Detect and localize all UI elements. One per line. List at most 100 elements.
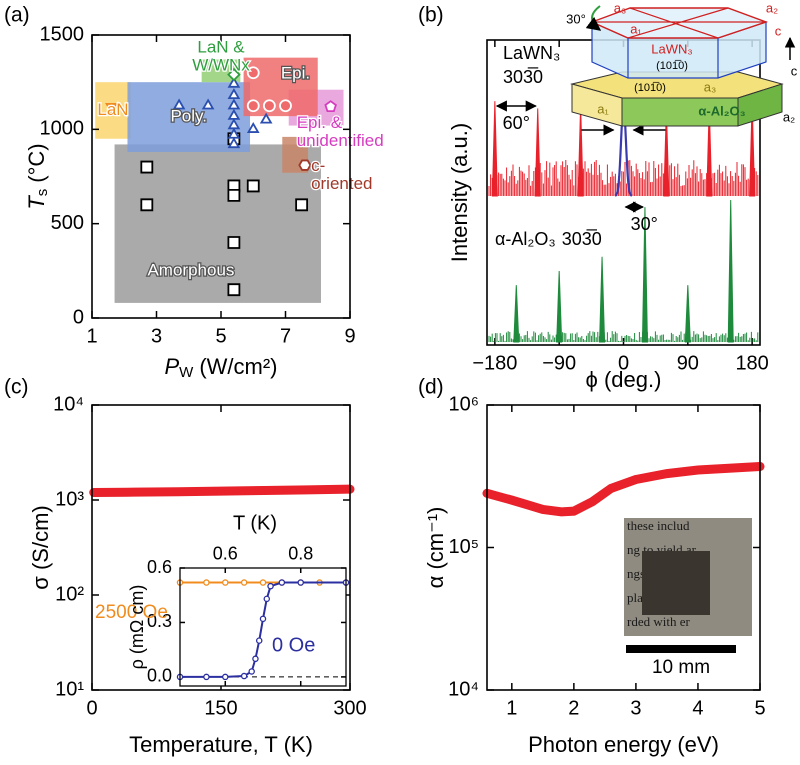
- film-axes: [592, 7, 766, 39]
- x-tick-label: 180: [735, 352, 768, 374]
- inset-point: [203, 579, 210, 586]
- peak: [491, 101, 498, 197]
- point: [295, 198, 309, 212]
- legend-label: 2500 Oe: [95, 602, 168, 623]
- annotation: 60°: [503, 113, 530, 133]
- peak: [706, 105, 713, 197]
- peak: [513, 285, 520, 343]
- point: [227, 76, 241, 88]
- sample: [642, 551, 710, 615]
- x-tick-label: 3: [151, 325, 162, 347]
- scale-bar-label: 10 mm: [652, 657, 710, 678]
- peak: [556, 270, 563, 343]
- inset-label: α-Al₂O₃: [698, 103, 745, 118]
- y-tick-label: 10⁴: [53, 393, 84, 415]
- film-edges: [627, 38, 719, 78]
- inset-label: LaWN₃: [651, 41, 692, 56]
- point: [259, 112, 273, 124]
- region-label: LaN: [97, 100, 128, 119]
- annotation: 30°: [631, 214, 658, 234]
- point: [227, 67, 241, 82]
- region-label: LaN &: [197, 37, 245, 56]
- x-tick-label: 5: [215, 325, 226, 347]
- x-tick-label: −90: [542, 352, 576, 374]
- trace-label: 303̅0: [503, 67, 543, 87]
- axis-unit: (°C): [24, 143, 49, 182]
- inset-label: 30°: [566, 11, 586, 26]
- y-axis-label: Intensity (a.u.): [447, 123, 472, 262]
- x-axis-label: Temperature, T (K): [129, 732, 313, 757]
- inset-label: a₃: [704, 79, 717, 94]
- x-tick-label: 4: [692, 697, 703, 719]
- peak: [534, 108, 541, 197]
- y-tick-label: 10⁴: [448, 678, 479, 700]
- inset-point: [267, 582, 274, 590]
- noise-baseline: [488, 160, 759, 196]
- point: [279, 99, 292, 113]
- photo-text: rded with er: [627, 614, 690, 629]
- y-tick-label: 0.0: [147, 666, 172, 686]
- inset-point: [222, 673, 229, 681]
- peak: [749, 101, 756, 197]
- trace-label: α-Al₂O₃ 303̅0: [495, 229, 602, 249]
- inset-label: c: [791, 63, 798, 78]
- y-tick-label: 0: [73, 306, 84, 328]
- trace-label: LaWN₃: [503, 43, 560, 63]
- panel-label: (a): [4, 4, 30, 27]
- panel-label: (b): [418, 4, 444, 27]
- inset-point: [203, 673, 210, 681]
- x-tick-label: 2: [568, 697, 579, 719]
- y-tick-label: 10³: [55, 488, 84, 510]
- y-tick-label: 1500: [40, 23, 85, 45]
- point: [246, 66, 260, 80]
- axis-symbol: T: [24, 195, 49, 210]
- point: [140, 160, 154, 174]
- peak: [663, 108, 670, 197]
- y-tick-label: 500: [51, 212, 84, 234]
- x-axis-label: Photon energy (eV): [528, 732, 719, 757]
- axis-subscript: s: [34, 189, 51, 197]
- peak: [599, 256, 606, 343]
- x-tick-label: 5: [754, 697, 765, 719]
- y-tick-label: 10⁶: [449, 393, 479, 415]
- region-label: oriented: [311, 174, 372, 193]
- peak: [727, 199, 734, 343]
- point: [105, 103, 118, 114]
- point: [227, 236, 241, 249]
- y-tick-label: 1000: [40, 118, 85, 140]
- plot-frame: [91, 34, 351, 319]
- inset-background: [180, 568, 346, 686]
- inset-label: a₃: [614, 0, 627, 15]
- x-tick-label: 1: [86, 325, 97, 347]
- point: [227, 137, 241, 149]
- axis-unit: (W/cm²): [199, 354, 277, 379]
- inset-point: [255, 637, 263, 644]
- trace-reflection: 303̅0: [562, 229, 602, 249]
- x-tick-label: 7: [280, 325, 291, 347]
- region-label: Epi.: [281, 64, 310, 83]
- point: [262, 99, 276, 113]
- inset-y-label: ρ (mΩ cm): [127, 585, 147, 670]
- region-label: W/WNx: [192, 55, 250, 74]
- y-tick-label: 10²: [55, 583, 84, 605]
- inset-label: (101̅0): [656, 60, 688, 72]
- region-label: Epi. &: [297, 113, 343, 132]
- region-label: Poly.: [170, 107, 207, 126]
- y-tick-label: 10⁵: [448, 536, 479, 558]
- y-axis-label: σ (S/cm): [28, 505, 53, 589]
- inset-point: [297, 579, 304, 586]
- substrate-right: [737, 83, 783, 127]
- region-label: c-: [311, 156, 325, 175]
- y-tick-label: 0.3: [147, 611, 172, 631]
- region-label: unidentified: [297, 131, 384, 150]
- substrate-left: [571, 83, 623, 127]
- x-tick-label: 300: [333, 697, 366, 719]
- x-tick-label: 0: [618, 352, 629, 374]
- x-axis-label: ϕ (deg.): [586, 367, 662, 392]
- x-tick-label: 150: [204, 697, 237, 719]
- point: [246, 122, 260, 133]
- inset-point: [240, 579, 248, 586]
- x-tick-label: −180: [472, 352, 517, 374]
- point: [227, 188, 241, 202]
